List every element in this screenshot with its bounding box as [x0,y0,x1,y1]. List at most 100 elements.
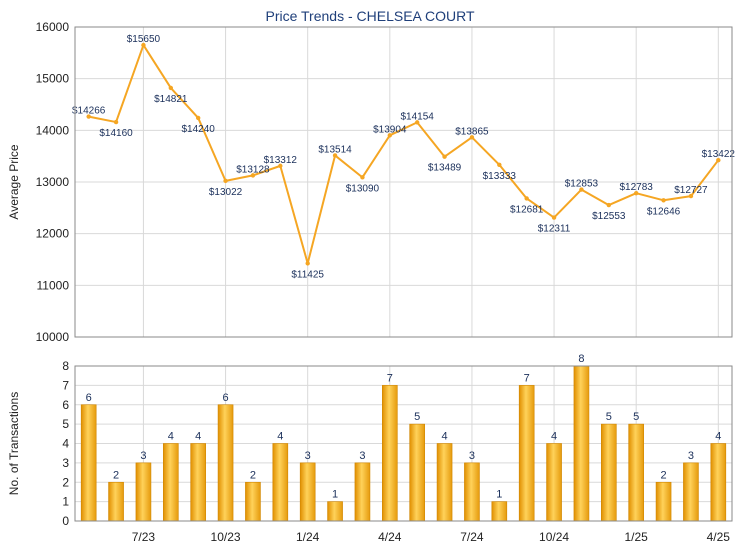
transaction-bar-label: 2 [250,469,256,481]
transactions-y-axis-label: No. of Transactions [7,392,21,495]
transactions-y-tick-label: 4 [62,437,69,451]
transaction-bar [573,365,590,522]
price-point-label: $14240 [182,124,216,135]
price-point-label: $12311 [538,224,571,235]
x-tick-label: 7/24 [460,530,484,544]
transaction-bar [135,462,152,522]
price-point [223,178,228,184]
price-y-tick-label: 15000 [36,72,70,86]
transaction-bar [601,423,617,522]
x-tick-label: 4/24 [378,530,402,544]
price-point-label: $13489 [428,163,462,174]
price-point [716,157,721,163]
transaction-bar-label: 5 [606,411,612,423]
transaction-bar [491,501,508,522]
transactions-y-tick-label: 7 [62,378,69,392]
transaction-bar [108,481,124,522]
price-point [414,120,420,125]
x-tick-label: 10/24 [539,530,569,544]
transaction-bars [80,365,727,522]
price-y-tick-label: 13000 [36,175,70,189]
transaction-bar [518,385,535,522]
price-point-label: $13865 [455,126,489,137]
transaction-bar [245,481,261,522]
transaction-bar-label: 4 [168,431,174,443]
transactions-y-ticks: 0 1 2 3 4 5 6 7 8 [62,359,69,528]
price-point-label: $13128 [236,164,270,175]
transactions-y-tick-label: 1 [62,495,69,509]
transaction-bar [628,423,644,522]
price-y-tick-label: 10000 [36,330,70,344]
transactions-y-tick-label: 3 [62,456,69,470]
price-point [332,153,338,158]
price-point-label: $14160 [99,128,133,139]
transaction-bar-label: 3 [305,450,311,462]
price-point [469,135,475,140]
x-tick-label: 1/25 [625,530,649,544]
transaction-bar [655,481,672,522]
price-point-label: $12783 [620,182,654,193]
transaction-bar-label: 4 [442,431,448,443]
price-point-label: $14821 [154,94,188,105]
price-line [88,44,720,265]
transaction-bar [190,443,206,522]
transaction-bar-label: 3 [140,450,146,462]
price-point-label: $13422 [702,149,736,160]
price-point [579,187,584,192]
transaction-bar [327,501,343,522]
price-point [524,196,529,201]
transaction-bar-label: 4 [277,431,283,443]
transaction-bar-label: 4 [195,431,201,443]
price-point [633,191,639,196]
price-point-label: $12727 [674,185,708,196]
price-point [442,154,447,159]
price-point-labels: $14266 $14160 $15650 $14821 $14240 $13022 $131… [72,34,735,280]
transaction-bar-label: 1 [496,489,502,501]
transaction-bar [80,404,97,522]
price-point-label: $13904 [373,124,407,135]
price-point-label: $12681 [510,204,544,215]
price-point [360,175,365,180]
transaction-bar-label: 5 [414,411,420,423]
transaction-bar [546,443,562,522]
price-point-label: $15650 [127,34,161,45]
transaction-bar-label: 4 [715,431,721,443]
transaction-bar-label: 3 [688,450,694,462]
transaction-bar-label: 8 [578,353,584,365]
price-point [661,198,666,203]
price-point [305,261,310,266]
x-tick-label: 7/23 [132,530,156,544]
transaction-bar-label: 7 [387,372,393,384]
price-point-label: $13514 [318,144,352,155]
transaction-bar [382,385,398,522]
price-point [141,42,146,48]
transactions-y-tick-label: 2 [62,475,69,489]
price-point-label: $12646 [647,206,681,217]
price-point [387,133,393,138]
transaction-bar [710,443,727,522]
price-point [195,115,201,121]
transaction-bar [464,462,480,522]
price-point [168,85,174,91]
x-tick-label: 4/25 [707,530,731,544]
transaction-bar [354,462,371,522]
price-point [606,202,612,208]
price-y-tick-label: 12000 [36,227,70,241]
transaction-bar-label: 2 [113,469,119,481]
transaction-bar [436,443,453,522]
price-point [113,119,119,125]
transaction-bar-label: 3 [469,450,475,462]
x-axis-ticks: 7/23 10/23 1/24 4/24 7/24 10/24 1/25 4/25 [132,530,731,544]
price-point [250,173,256,178]
transactions-y-tick-label: 0 [62,514,69,528]
transaction-bar-label: 2 [661,469,667,481]
transaction-bar-label: 4 [551,431,557,443]
price-y-tick-label: 16000 [36,20,70,34]
price-point-label: $14266 [72,106,106,117]
transaction-bar-label: 1 [332,489,338,501]
price-plot-frame [74,26,733,338]
transaction-bar-label: 6 [86,392,92,404]
price-y-axis-label: Average Price [7,144,21,219]
price-point-label: $13333 [483,171,517,182]
price-grid [75,26,732,338]
